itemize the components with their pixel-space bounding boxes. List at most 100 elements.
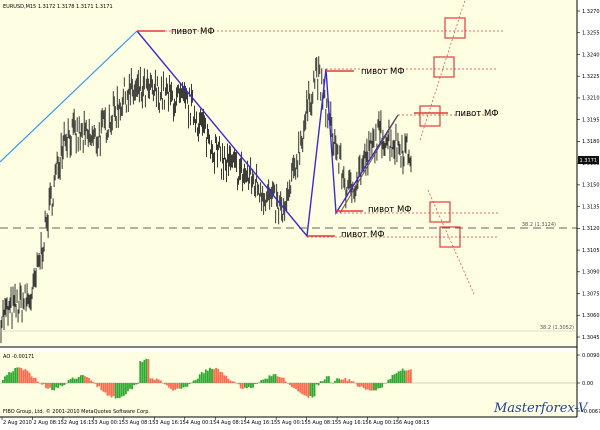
ao-bar (364, 383, 367, 390)
target-box-3[interactable] (419, 105, 441, 127)
ao-bar (272, 374, 275, 383)
ao-bar (104, 383, 107, 393)
ao-bar (368, 383, 371, 391)
ao-bar (346, 380, 349, 383)
ao-bar (176, 383, 179, 389)
ao-bar (202, 373, 205, 383)
price-tick-label: 1.3105 (582, 248, 600, 254)
projection-line-down[interactable] (427, 189, 475, 295)
target-box-5[interactable] (439, 226, 461, 248)
ao-bar (338, 378, 340, 383)
trend-line-brown[interactable] (339, 114, 399, 214)
ao-bar (350, 381, 353, 383)
projection-line-up[interactable] (419, 0, 466, 141)
ao-bar (129, 383, 131, 389)
ao-bar (389, 378, 392, 383)
price-tick-label: 1.3270 (582, 9, 600, 15)
ao-bar (227, 378, 230, 383)
ao-bar (407, 369, 410, 383)
ao-bar (243, 383, 246, 388)
ao-bar (395, 373, 398, 383)
ao-bar (325, 376, 328, 383)
ao-bar (280, 377, 283, 383)
ao-tick-label: 0.00 (582, 381, 593, 387)
ao-bar (262, 379, 265, 383)
ao-bar (26, 370, 29, 383)
ao-bar (2, 379, 4, 383)
time-tick-label: 3 Aug 08:15 (125, 420, 156, 426)
ao-bar (67, 380, 70, 383)
ao-bar (188, 383, 191, 384)
current-price-marker (578, 156, 599, 164)
ao-bar (301, 383, 304, 395)
ao-bar (403, 370, 406, 383)
ao-bar (141, 362, 144, 383)
ao-bar (163, 383, 166, 385)
ao-bar (24, 369, 27, 383)
target-box-2[interactable] (433, 56, 455, 78)
ao-bar (221, 372, 224, 383)
time-tick-label: 6 Aug 00:15 (369, 420, 400, 426)
ao-bar (362, 383, 365, 388)
ao-bar (127, 383, 129, 392)
ao-bar (340, 379, 343, 383)
ao-bar (282, 377, 285, 383)
time-tick-label: 5 Aug 16:15 (338, 420, 369, 426)
ao-bar (71, 377, 74, 383)
target-box-1[interactable] (444, 17, 466, 39)
time-tick-label: 4 Aug 16:15 (247, 420, 278, 426)
ao-bar (32, 378, 35, 383)
ao-bar (18, 367, 21, 383)
ao-bar (268, 375, 271, 383)
ao-bar (102, 383, 105, 392)
ao-bar (147, 359, 150, 383)
trend-line-up[interactable] (0, 30, 138, 163)
ao-bar (248, 383, 250, 387)
symbol-header: EURUSD,M15 1.3172 1.3178 1.3171 1.3171 (3, 4, 113, 10)
ao-bar (22, 370, 25, 383)
price-tick-label: 1.3045 (582, 335, 600, 341)
ao-bar (106, 383, 109, 396)
ao-bar (8, 372, 10, 383)
ao-bar (69, 378, 72, 383)
ao-bar (405, 370, 408, 383)
ao-bar (291, 383, 293, 388)
ao-bar (135, 383, 138, 385)
ao-bar (213, 369, 215, 383)
ao-bar (381, 383, 384, 388)
target-box-4[interactable] (429, 201, 451, 223)
ao-bar (375, 383, 377, 391)
ao-bar (145, 358, 148, 383)
pivot-label-4: пивот МФ (368, 205, 412, 215)
ao-bar (295, 383, 297, 390)
ao-bar (254, 383, 256, 384)
ao-bar (319, 381, 322, 383)
ao-bar (307, 383, 310, 398)
ao-bar (112, 383, 115, 397)
time-tick-label: 3 Aug 00:15 (94, 420, 125, 426)
ao-bar (231, 381, 234, 383)
ao-bar (379, 383, 381, 389)
ao-bar (204, 369, 207, 383)
ao-bar (311, 383, 314, 398)
ao-bar (317, 383, 320, 386)
ao-bar (96, 383, 99, 387)
ao-panel[interactable] (0, 351, 577, 417)
ao-bar (342, 379, 345, 383)
ao-bar (81, 374, 84, 383)
ao-bar (137, 383, 140, 384)
ao-bar (225, 375, 228, 383)
price-panel[interactable] (0, 0, 577, 346)
ao-bar (79, 375, 82, 383)
ao-bar (237, 383, 240, 385)
ao-bar (266, 378, 269, 383)
ao-bar (284, 381, 287, 383)
ao-bar (286, 383, 289, 384)
time-tick-label: 5 Aug 08:15 (308, 420, 339, 426)
ao-bar (110, 383, 113, 398)
ao-bar (30, 376, 33, 383)
ao-bar (59, 383, 62, 386)
ao-bar (73, 378, 76, 383)
ao-bar (47, 383, 49, 389)
